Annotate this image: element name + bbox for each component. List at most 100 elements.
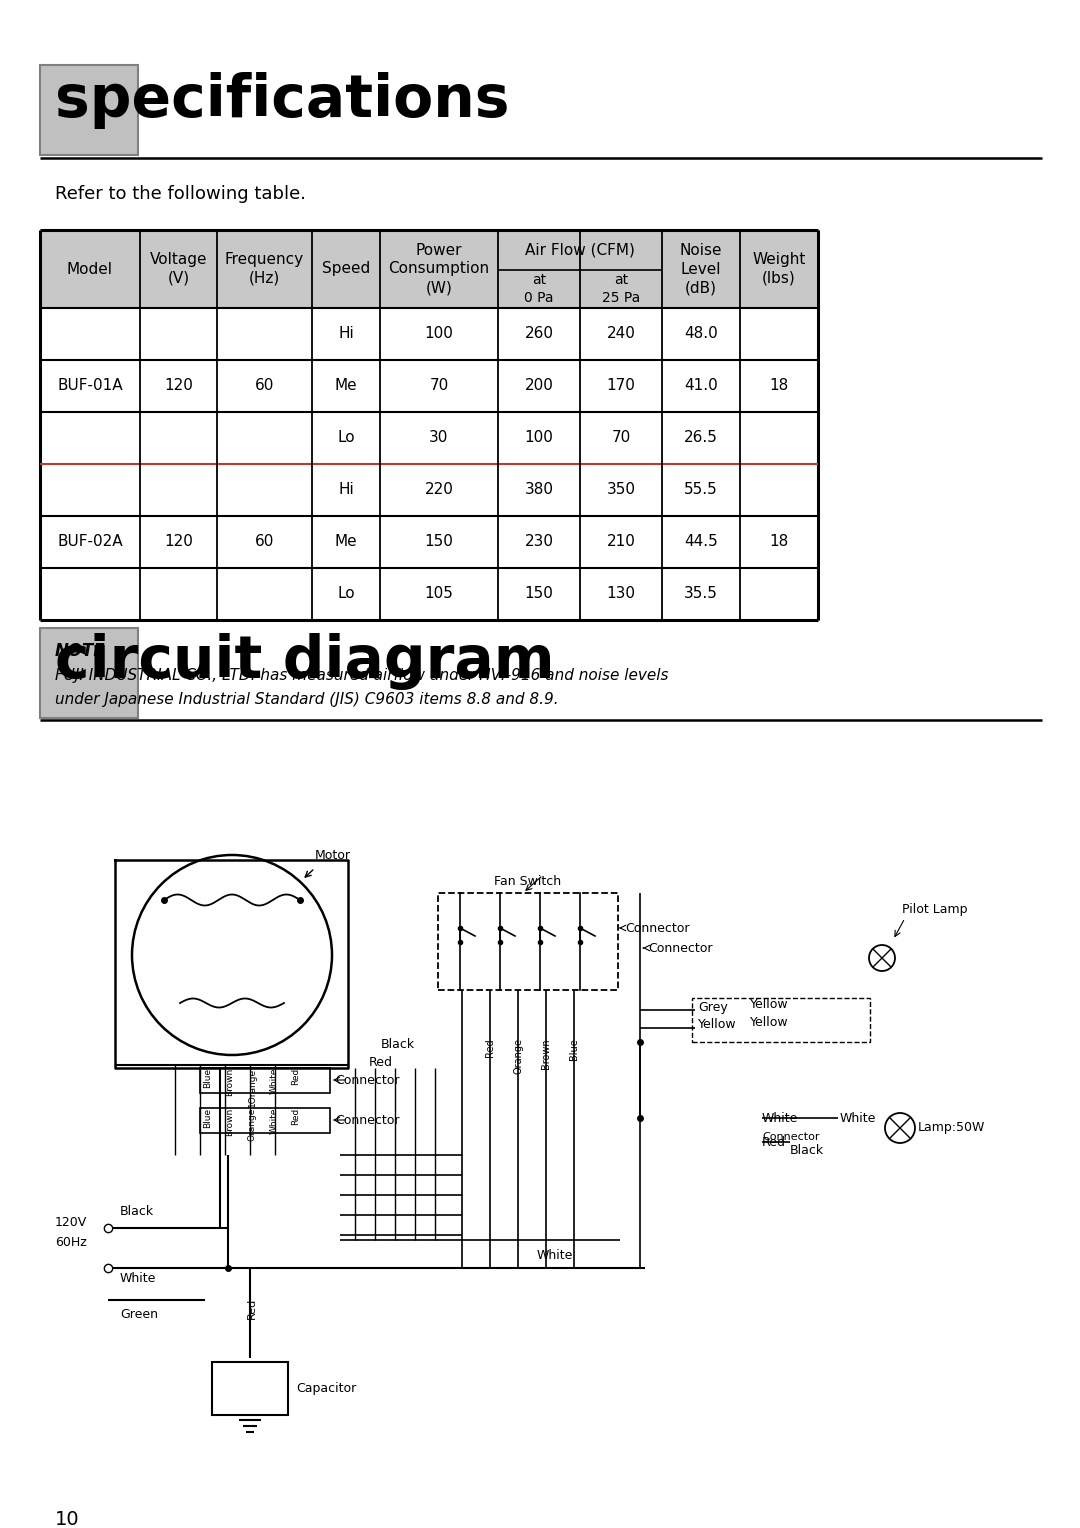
Text: Frequency
(Hz): Frequency (Hz) [225,252,305,286]
Text: 210: 210 [607,535,635,550]
Text: Hi: Hi [338,483,354,498]
Text: 120: 120 [164,379,193,394]
Text: Blue: Blue [569,1038,579,1060]
Text: 350: 350 [607,483,635,498]
Text: Weight
(lbs): Weight (lbs) [753,252,806,286]
Bar [212,1361,288,1415]
Text: Red: Red [369,1056,393,1068]
Text: 240: 240 [607,327,635,341]
Text: Brown: Brown [226,1068,234,1096]
Text: Brown: Brown [541,1038,551,1068]
Text: 260: 260 [525,327,554,341]
Text: Lamp:50W: Lamp:50W [918,1122,985,1134]
Text: Grey: Grey [698,1001,728,1015]
Text: 150: 150 [424,535,454,550]
Text: Refer to the following table.: Refer to the following table. [55,185,306,203]
Text: Connector: Connector [625,921,689,935]
Text: 26.5: 26.5 [684,431,718,446]
Text: specifications: specifications [55,72,510,128]
Text: 70: 70 [430,379,448,394]
Text: Connector: Connector [335,1114,400,1126]
Text: Red: Red [292,1068,300,1085]
Text: Connector: Connector [762,1132,820,1141]
Text: Yellow: Yellow [698,1019,737,1031]
Bar [438,892,618,990]
Text: BUF-02A: BUF-02A [57,535,123,550]
Text: Green: Green [120,1308,158,1322]
Text: 100: 100 [424,327,454,341]
Text: 120V: 120V [55,1215,87,1229]
Text: Power
Consumption
(W): Power Consumption (W) [389,243,489,295]
Text: Yellow: Yellow [750,1016,788,1028]
Text: FUJI INDUSTRIAL CO., LTD. has measured airflow under HVI-916 and noise levels: FUJI INDUSTRIAL CO., LTD. has measured a… [55,668,669,683]
Text: 170: 170 [607,379,635,394]
Text: Black: Black [381,1039,415,1051]
Text: 10: 10 [55,1510,80,1528]
Bar [40,231,818,309]
Text: 220: 220 [424,483,454,498]
Text: circuit diagram: circuit diagram [55,633,555,691]
Text: 18: 18 [769,535,788,550]
Text: 48.0: 48.0 [684,327,718,341]
Text: 41.0: 41.0 [684,379,718,394]
Text: White: White [840,1111,876,1125]
Text: Speed: Speed [322,261,370,277]
Text: 230: 230 [525,535,554,550]
Text: Connector: Connector [335,1074,400,1086]
Text: Brown: Brown [226,1108,234,1137]
Text: Motor: Motor [315,850,351,862]
Text: 130: 130 [607,587,635,602]
Text: Capacitor: Capacitor [296,1381,356,1395]
Bar [40,66,138,154]
Text: White: White [762,1111,798,1125]
Text: 60Hz: 60Hz [55,1236,86,1248]
Text: Fan Switch: Fan Switch [495,876,562,888]
Text: 100: 100 [525,431,553,446]
Bar [200,1068,330,1093]
Bar [692,998,870,1042]
Bar [200,1108,330,1132]
Text: Red: Red [485,1038,495,1057]
Text: Orange: Orange [513,1038,523,1074]
Text: Hi: Hi [338,327,354,341]
Text: at
25 Pa: at 25 Pa [602,274,640,304]
Text: 60: 60 [255,379,274,394]
Text: Blue: Blue [203,1068,213,1088]
Text: Pilot Lamp: Pilot Lamp [902,903,968,917]
Text: Air Flow (CFM): Air Flow (CFM) [525,243,635,258]
Text: BUF-01A: BUF-01A [57,379,123,394]
Text: 44.5: 44.5 [684,535,718,550]
Text: 35.5: 35.5 [684,587,718,602]
Text: Me: Me [335,535,357,550]
Text: Connector: Connector [648,941,713,955]
Text: Yellow: Yellow [750,998,788,1012]
Text: Model: Model [67,261,113,277]
Text: Noise
Level
(dB): Noise Level (dB) [679,243,723,295]
Text: Red: Red [292,1108,300,1125]
Text: 120: 120 [164,535,193,550]
Text: NOTE: NOTE [55,642,106,660]
Bar [40,628,138,718]
Text: Lo: Lo [337,431,355,446]
Text: Black: Black [789,1143,824,1157]
Text: Blue: Blue [203,1108,213,1128]
Text: White: White [537,1248,573,1262]
Text: at
0 Pa: at 0 Pa [524,274,554,304]
Text: 1Orange: 1Orange [247,1068,257,1108]
Text: Red: Red [247,1297,257,1319]
Text: White: White [120,1271,157,1285]
Text: 200: 200 [525,379,553,394]
Text: White: White [270,1068,279,1094]
Text: Me: Me [335,379,357,394]
Text: 30: 30 [430,431,448,446]
Text: Lo: Lo [337,587,355,602]
Text: Voltage
(V): Voltage (V) [150,252,207,286]
Text: 70: 70 [611,431,631,446]
Text: 60: 60 [255,535,274,550]
Text: Black: Black [120,1206,154,1218]
Text: 55.5: 55.5 [684,483,718,498]
Text: Orange: Orange [247,1108,257,1141]
Text: 105: 105 [424,587,454,602]
Text: under Japanese Industrial Standard (JIS) C9603 items 8.8 and 8.9.: under Japanese Industrial Standard (JIS)… [55,692,558,707]
Text: 380: 380 [525,483,554,498]
